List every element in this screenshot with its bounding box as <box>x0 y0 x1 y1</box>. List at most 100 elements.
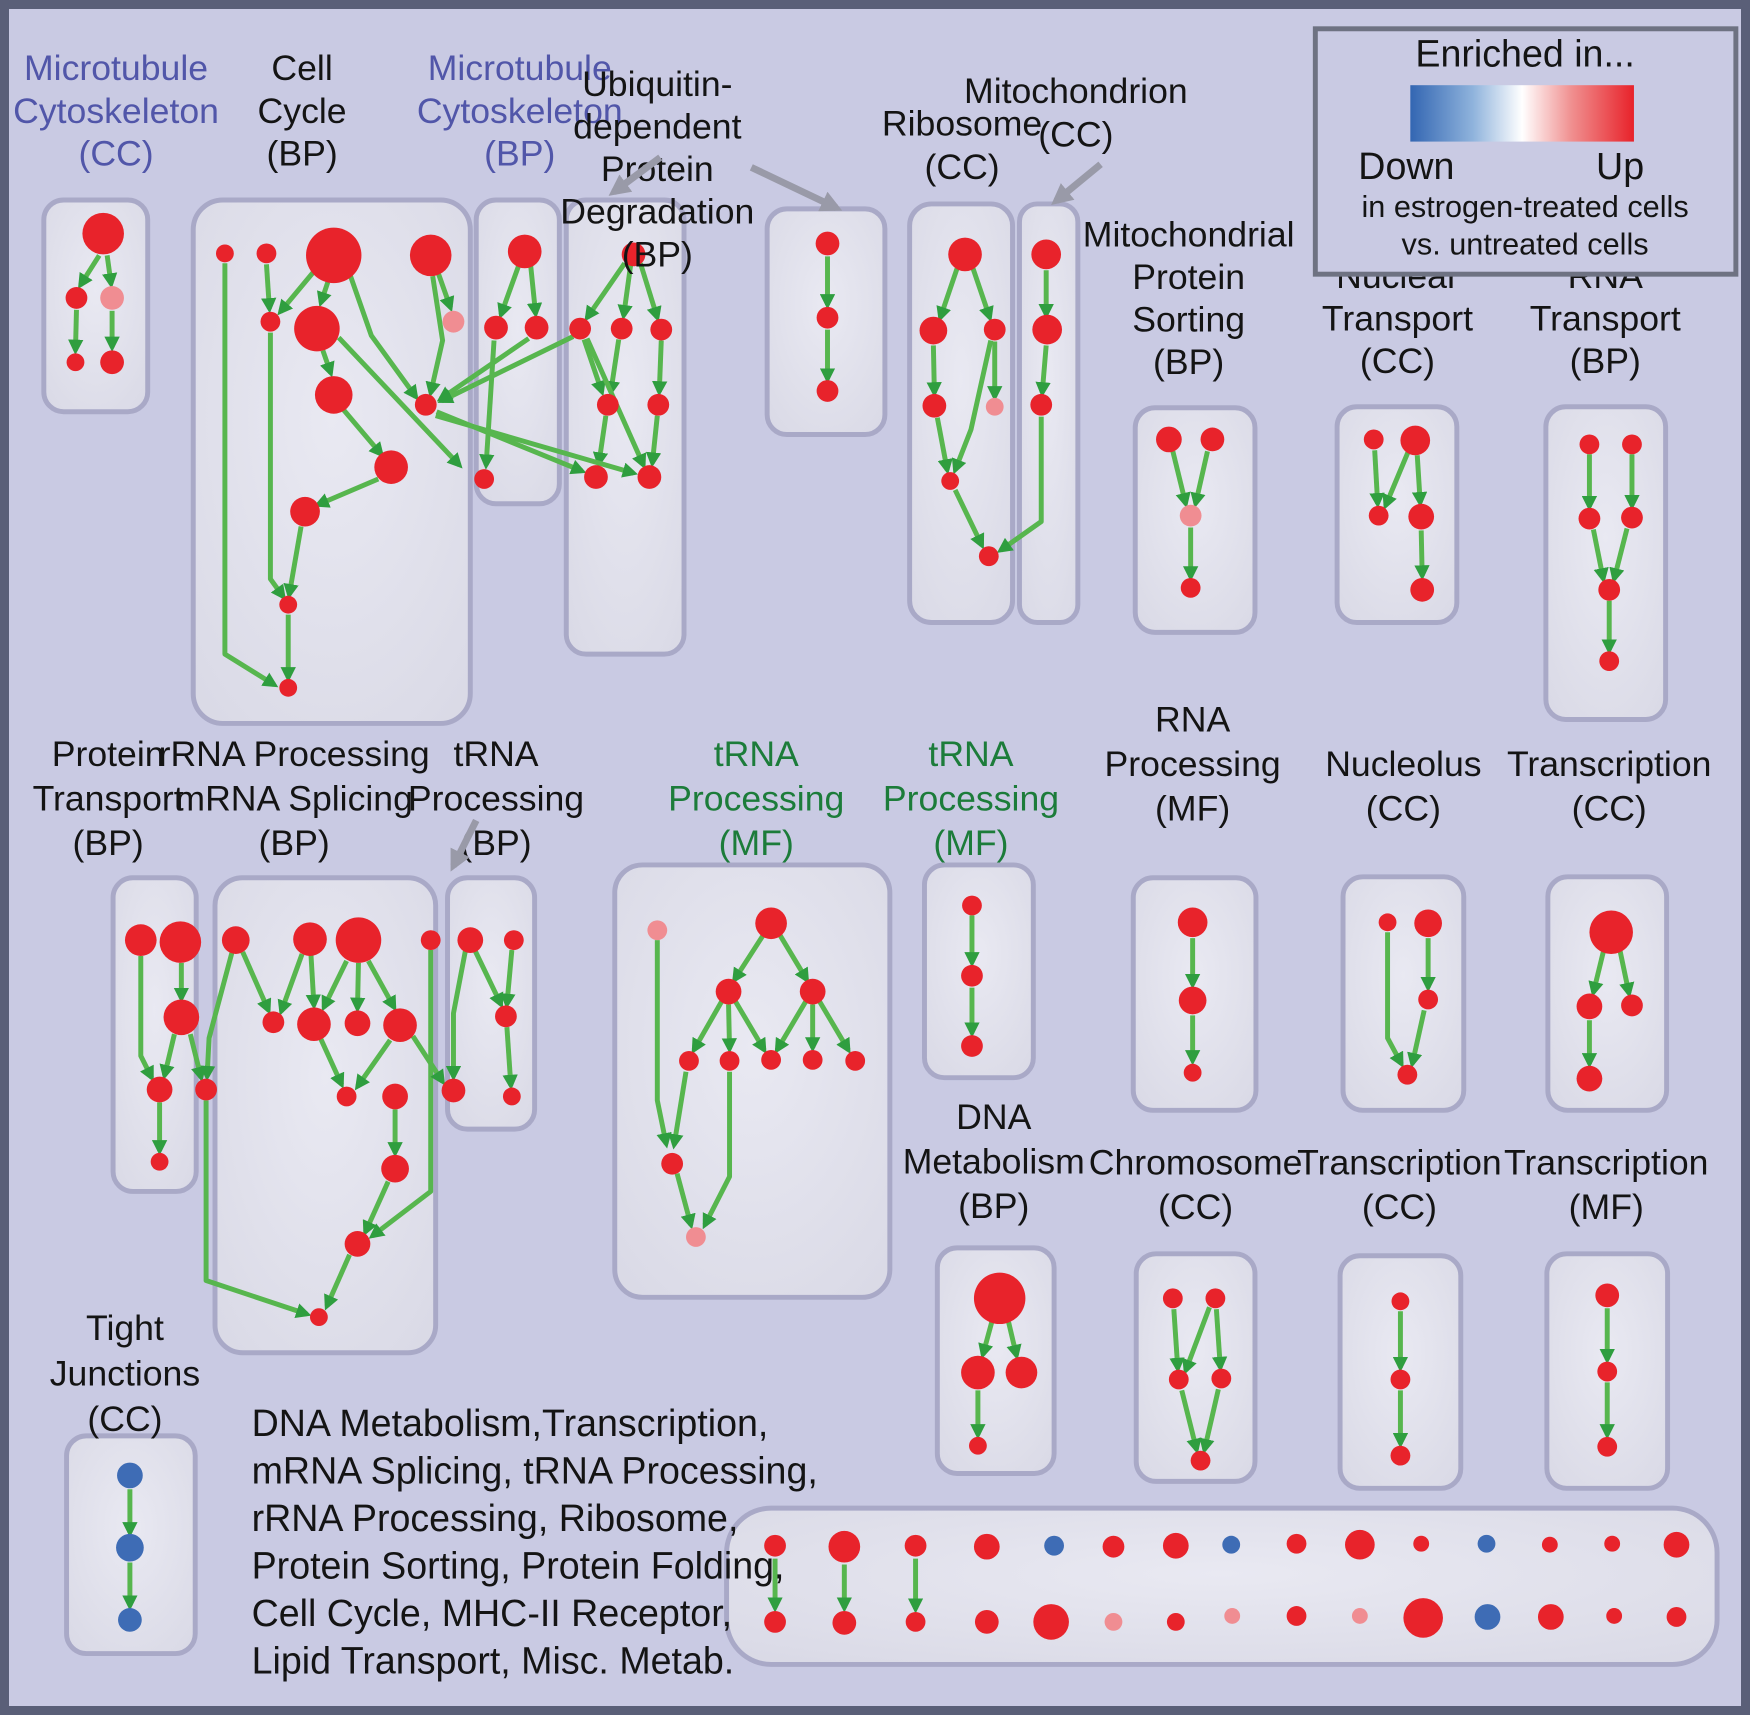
go-term-node-pink <box>1179 504 1202 527</box>
edge-arrow <box>203 1100 312 1319</box>
go-term-node-pink <box>647 920 668 941</box>
edge-arrow <box>733 1000 767 1054</box>
layer-nodes <box>65 212 1690 1640</box>
go-term-node-red <box>637 465 662 489</box>
go-term-node-red <box>596 393 619 416</box>
go-term-node-red <box>215 244 234 263</box>
shared-terms-note: DNA Metabolism,Transcription, mRNA Splici… <box>252 1402 818 1681</box>
go-term-node-red <box>374 450 408 484</box>
go-term-node-red <box>1408 503 1435 530</box>
edge-arrow <box>500 949 516 1010</box>
go-term-node-blue <box>1044 1535 1064 1556</box>
go-term-node-red <box>761 1049 781 1070</box>
edge-arrow <box>1590 528 1609 584</box>
go-term-node-red <box>1180 577 1201 598</box>
go-term-node-red <box>1390 1445 1411 1466</box>
go-term-node-red <box>621 242 646 267</box>
go-term-node-red <box>1162 1288 1183 1309</box>
go-term-node-red <box>974 1610 999 1634</box>
go-term-node-pink <box>1351 1608 1368 1624</box>
go-term-node-pink <box>442 310 465 333</box>
edge-arrow <box>497 264 522 320</box>
edge-arrow <box>240 951 272 1015</box>
go-term-node-red <box>1286 1606 1307 1626</box>
edge-arrow <box>313 476 380 508</box>
edge-arrow <box>926 345 942 398</box>
edge-arrow <box>1411 455 1428 508</box>
layer-labels: Microtubule Cytoskeleton (CC) Cell Cycle (BP)… <box>13 26 1739 1681</box>
edge-arrow <box>1407 1009 1427 1069</box>
go-term-node-red <box>335 917 382 963</box>
go-term-node-red <box>1177 907 1208 938</box>
group-box-dna-metabolism-bp <box>934 1245 1057 1476</box>
edge-arrow <box>996 416 1044 553</box>
edge-arrow <box>774 1000 808 1054</box>
go-term-node-red <box>484 315 508 340</box>
go-term-node-red <box>1663 1531 1690 1558</box>
group-label-trna-processing-mf-large: tRNA Processing (MF) <box>668 734 844 863</box>
go-term-node-red <box>1598 578 1621 601</box>
edge-arrow <box>1035 345 1051 398</box>
legend-down-label: Down <box>1358 145 1454 187</box>
group-label-nucleolus-cc: Nucleolus (CC) <box>1325 744 1481 829</box>
edge-arrow <box>502 1027 518 1091</box>
edge-arrow <box>318 1038 345 1089</box>
edge-arrow <box>222 263 279 688</box>
go-term-node-red <box>306 227 362 284</box>
go-network-canvas: Microtubule Cytoskeleton (CC) Cell Cycle (BP)… <box>13 26 1739 1681</box>
go-term-node-red <box>1211 1368 1232 1389</box>
go-term-node-red <box>256 243 277 264</box>
go-term-node-red <box>344 1010 371 1037</box>
edge-arrow <box>283 526 304 600</box>
edge-arrow <box>1369 450 1385 509</box>
edge-arrow <box>368 950 434 1239</box>
go-term-node-red <box>1578 507 1601 530</box>
go-term-node-blue <box>116 1533 144 1562</box>
go-term-node-red <box>1102 1535 1125 1558</box>
edge-arrow <box>1382 450 1411 510</box>
edge-arrow <box>702 1071 733 1230</box>
go-term-node-red <box>524 315 549 340</box>
go-term-node-red <box>832 1611 857 1635</box>
go-term-node-red <box>502 1087 521 1106</box>
go-term-node-red <box>314 376 353 414</box>
go-term-node-red <box>1162 1532 1189 1559</box>
edge-arrow <box>102 255 118 289</box>
go-term-node-red <box>1621 994 1643 1017</box>
legend-subtitle-1: in estrogen-treated cells <box>1362 190 1689 224</box>
edge-arrow <box>473 949 504 1009</box>
edge-arrow <box>436 336 531 402</box>
go-term-node-red <box>279 678 298 697</box>
go-term-node-red <box>904 1534 927 1557</box>
group-label-rrna-processing-mrna-splicing-bp: rRNA Processing mRNA Splicing (BP) <box>159 734 430 863</box>
go-term-node-red <box>1622 434 1642 455</box>
group-label-trna-processing-bp: tRNA Processing (BP) <box>408 734 584 863</box>
group-box-shared-terms-strip <box>724 1505 1720 1667</box>
edge-arrow <box>934 417 953 475</box>
go-term-node-red <box>1005 1356 1038 1389</box>
edge-arrow <box>654 940 672 1149</box>
edge-arrow <box>668 1071 689 1150</box>
edge-arrow <box>366 959 397 1012</box>
edge-arrow <box>138 955 154 1082</box>
group-box-mitochondrion-cc <box>1016 201 1081 625</box>
edge-arrow <box>936 267 960 323</box>
edge-arrow <box>316 281 332 308</box>
edge-arrow <box>1414 530 1430 581</box>
edge-arrow <box>1170 450 1191 509</box>
go-term-node-red <box>159 921 202 963</box>
go-term-node-red <box>1537 1604 1564 1630</box>
go-term-node-blue <box>117 1462 143 1489</box>
go-term-node-red <box>1589 910 1633 954</box>
go-term-node-red <box>294 305 340 352</box>
go-term-node-pink <box>1224 1608 1241 1624</box>
go-term-node-red <box>297 1007 331 1042</box>
go-term-node-red <box>150 1152 169 1171</box>
go-term-node-red <box>1168 1369 1189 1390</box>
go-term-node-pink <box>985 397 1004 416</box>
go-term-node-red <box>1363 429 1384 450</box>
edge-arrow <box>159 1033 177 1081</box>
go-term-node-pink <box>1104 1612 1123 1631</box>
go-term-node-red <box>382 1083 408 1110</box>
go-term-node-red <box>441 1078 466 1103</box>
